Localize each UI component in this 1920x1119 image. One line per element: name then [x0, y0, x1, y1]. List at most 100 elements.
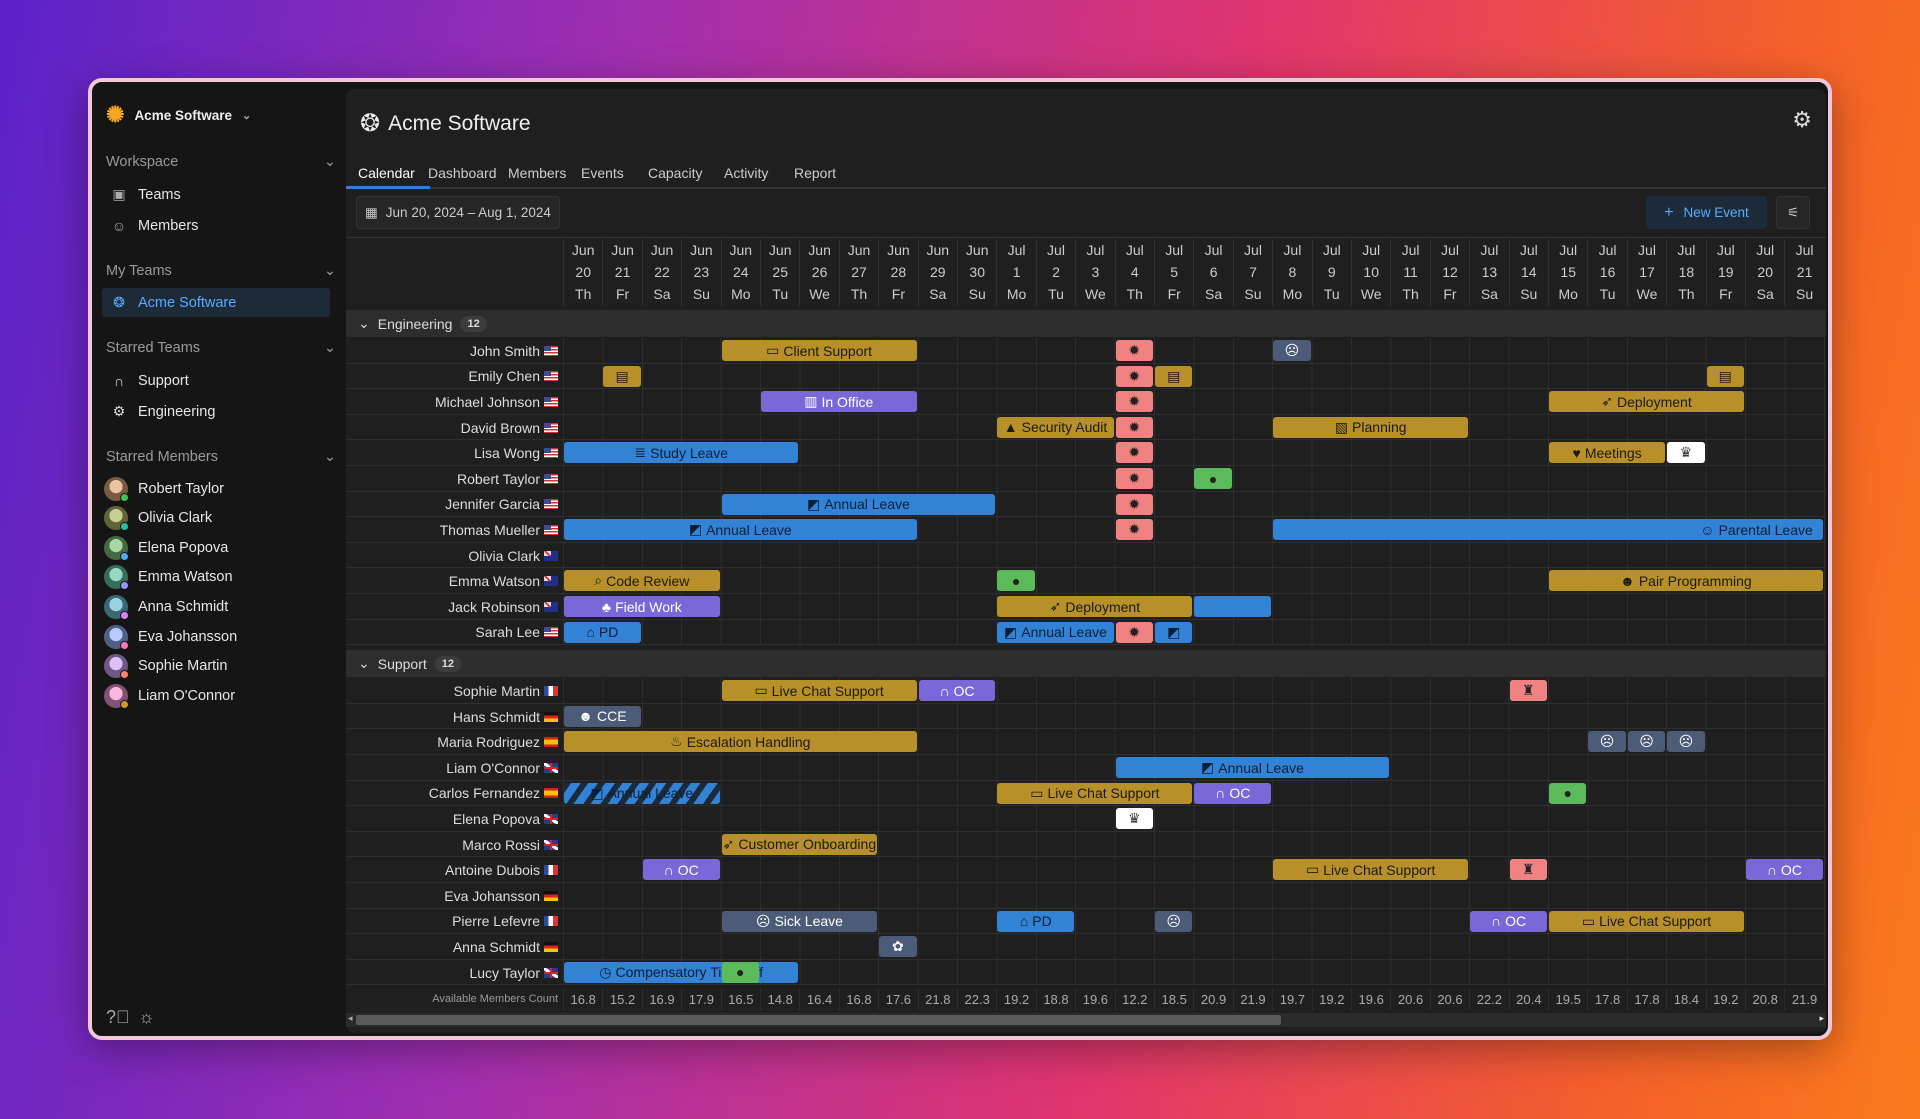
member-name-cell[interactable]: Anna Schmidt — [346, 934, 558, 960]
member-name-cell[interactable]: Hans Schmidt — [346, 704, 558, 730]
event-bug[interactable]: ✹ — [1115, 621, 1153, 643]
day-cells[interactable] — [563, 619, 1826, 645]
section-my-teams[interactable]: My Teams ⌄ — [106, 263, 336, 279]
member-name-cell[interactable]: Elena Popova — [346, 806, 558, 832]
scroll-left-arrow-icon[interactable]: ◂ — [348, 1013, 353, 1023]
event-in-office[interactable]: ▥ In Office — [761, 391, 917, 413]
event-castle[interactable]: ♜ — [1509, 680, 1547, 702]
event-oc[interactable]: ∩ OC — [642, 859, 720, 881]
event-deployment[interactable]: ➶ Deployment — [997, 596, 1193, 617]
event-pair-programming[interactable]: ☻ Pair Programming — [1549, 570, 1823, 592]
day-cells[interactable] — [563, 542, 1826, 568]
member-name-cell[interactable]: Lisa Wong — [346, 440, 558, 466]
sidebar-item-members[interactable]: ☺ Members — [102, 211, 330, 240]
day-cells[interactable] — [563, 363, 1826, 389]
event-compensatory-time-off[interactable]: ◷ Compensatory Time Off — [564, 961, 799, 983]
starred-member[interactable]: Anna Schmidt — [96, 592, 324, 621]
new-event-button[interactable]: + New Event — [1646, 196, 1767, 229]
event-planning[interactable]: ▧ Planning — [1273, 416, 1469, 438]
event-sick-face[interactable]: ☹ — [1667, 731, 1705, 753]
chevron-down-icon[interactable]: ⌄ — [358, 655, 370, 672]
starred-member[interactable]: Eva Johansson — [96, 622, 324, 651]
event-oc[interactable]: ∩ OC — [918, 680, 996, 702]
settings-gear-icon[interactable]: ⚙ — [1792, 107, 1812, 132]
member-name-cell[interactable]: Emily Chen — [346, 364, 558, 390]
event-annual-leave[interactable]: ◩ Annual Leave — [1115, 757, 1390, 778]
theme-toggle-icon[interactable]: ☼ — [138, 1007, 155, 1027]
event-cce[interactable]: ☻ CCE — [564, 705, 641, 727]
day-cells[interactable] — [563, 934, 1826, 959]
sidebar-item-teams[interactable]: ▣ Teams — [102, 180, 330, 209]
scrollbar-thumb[interactable] — [356, 1015, 1281, 1025]
starred-member[interactable]: Olivia Clark — [96, 504, 324, 533]
day-cells[interactable] — [563, 883, 1826, 908]
day-cells[interactable] — [563, 857, 1826, 882]
member-name-cell[interactable]: David Brown — [346, 415, 558, 441]
event-sick-leave[interactable]: ☹ Sick Leave — [721, 910, 878, 932]
member-name-cell[interactable]: Maria Rodriguez — [346, 729, 558, 755]
tab-dashboard[interactable]: Dashboard — [428, 165, 497, 181]
member-name-cell[interactable]: Liam O'Connor — [346, 755, 558, 781]
event-bug[interactable]: ✹ — [1115, 416, 1153, 438]
event-live-chat-support[interactable]: ▭ Live Chat Support — [721, 680, 917, 702]
member-name-cell[interactable]: Jennifer Garcia — [346, 492, 558, 518]
event-calendar[interactable]: ▤ — [1155, 365, 1193, 387]
event-bug[interactable]: ✹ — [1115, 519, 1153, 541]
starred-member[interactable]: Robert Taylor — [96, 474, 324, 503]
date-range-picker[interactable]: ▦ Jun 20, 2024 – Aug 1, 2024 — [356, 196, 560, 229]
member-name-cell[interactable]: Marco Rossi — [346, 832, 558, 858]
workspace-switcher[interactable]: ✺ Acme Software ⌄ — [106, 102, 251, 128]
event-bug[interactable]: ✹ — [1115, 442, 1153, 464]
section-starred-members[interactable]: Starred Members ⌄ — [106, 449, 336, 465]
event-bug[interactable]: ✹ — [1115, 365, 1153, 387]
group-header-support[interactable]: ⌄ Support 12 — [346, 650, 1826, 678]
member-name-cell[interactable]: Olivia Clark — [346, 543, 558, 569]
event-pd[interactable]: ⌂ PD — [564, 621, 641, 643]
event-cake[interactable]: ● — [997, 570, 1035, 592]
event-annual-leave[interactable]: ◩ Annual Leave — [564, 782, 720, 804]
event-study-leave[interactable]: ≣ Study Leave — [564, 442, 799, 464]
event-live-chat-support[interactable]: ▭ Live Chat Support — [1549, 910, 1744, 932]
event-cake[interactable]: ● — [721, 961, 759, 983]
event-sick-face[interactable]: ☹ — [1627, 731, 1666, 753]
event-customer-onboarding[interactable]: ➶ Customer Onboarding — [721, 833, 878, 855]
event-security-audit[interactable]: ▲ Security Audit — [997, 416, 1114, 438]
event-pd[interactable]: ⌂ PD — [997, 910, 1075, 932]
event-live-chat-support[interactable]: ▭ Live Chat Support — [997, 782, 1193, 804]
event-bug[interactable]: ✹ — [1115, 493, 1153, 515]
member-name-cell[interactable]: Thomas Mueller — [346, 517, 558, 543]
event-code-review[interactable]: ⌕ Code Review — [564, 570, 720, 592]
section-starred-teams[interactable]: Starred Teams ⌄ — [106, 340, 336, 356]
day-cells[interactable] — [563, 703, 1826, 729]
member-name-cell[interactable]: Lucy Taylor — [346, 960, 558, 986]
day-cells[interactable] — [563, 414, 1826, 440]
horizontal-scrollbar[interactable]: ◂ ▸ — [346, 1013, 1826, 1027]
event-trophy[interactable]: ♛ — [1115, 808, 1153, 830]
event-castle[interactable]: ♜ — [1509, 859, 1547, 881]
starred-member[interactable]: Elena Popova — [96, 533, 324, 562]
member-name-cell[interactable]: John Smith — [346, 338, 558, 364]
member-name-cell[interactable]: Sophie Martin — [346, 678, 558, 704]
event-bug[interactable]: ✹ — [1115, 391, 1153, 413]
event-calendar[interactable]: ▤ — [603, 365, 641, 387]
event-annual-leave[interactable]: ◩ Annual Leave — [997, 621, 1114, 643]
tab-capacity[interactable]: Capacity — [648, 165, 703, 181]
scroll-right-arrow-icon[interactable]: ▸ — [1819, 1013, 1824, 1023]
member-name-cell[interactable]: Sarah Lee — [346, 620, 558, 646]
sidebar-item-acme-software[interactable]: ❂ Acme Software — [102, 288, 330, 317]
event-trophy[interactable]: ♛ — [1667, 442, 1705, 464]
member-name-cell[interactable]: Antoine Dubois — [346, 857, 558, 883]
day-cells[interactable] — [563, 806, 1826, 831]
event-meetings[interactable]: ♥ Meetings — [1549, 442, 1666, 464]
section-workspace[interactable]: Workspace ⌄ — [106, 154, 336, 170]
event-annual-leave[interactable]: ◩ Annual Leave — [564, 519, 917, 541]
starred-member[interactable]: Liam O'Connor — [96, 681, 324, 710]
event-sick-face[interactable]: ☹ — [1155, 910, 1193, 932]
member-name-cell[interactable]: Michael Johnson — [346, 389, 558, 415]
event-cake[interactable]: ● — [1549, 782, 1587, 804]
member-name-cell[interactable]: Pierre Lefevre — [346, 909, 558, 935]
event-calendar[interactable]: ▤ — [1706, 365, 1744, 387]
member-name-cell[interactable]: Jack Robinson — [346, 594, 558, 620]
event-oc[interactable]: ∩ OC — [1194, 782, 1272, 804]
chevron-down-icon[interactable]: ⌄ — [358, 315, 370, 331]
